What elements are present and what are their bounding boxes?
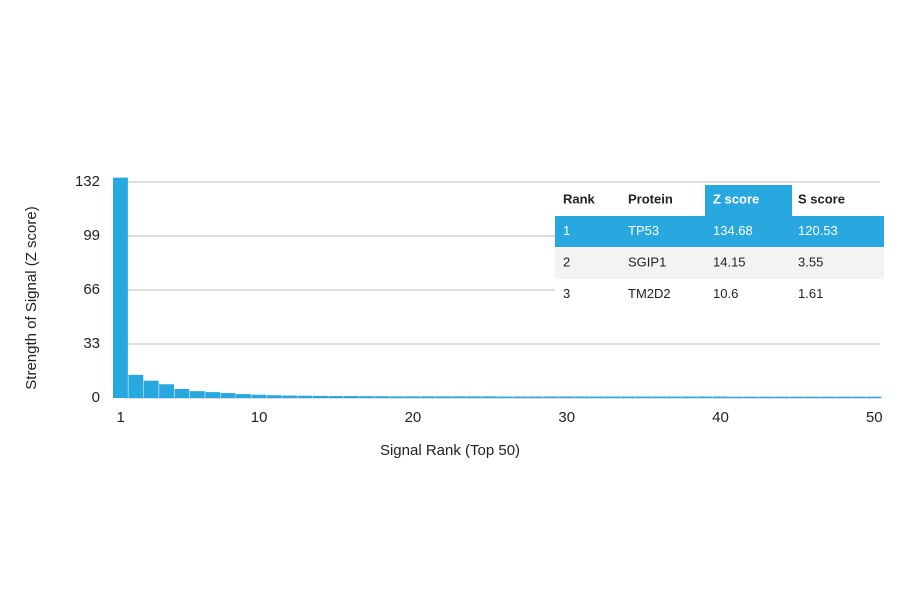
bar bbox=[774, 396, 790, 398]
table-header: Z score bbox=[713, 191, 759, 206]
x-axis-label: Signal Rank (Top 50) bbox=[380, 442, 520, 459]
bar bbox=[420, 396, 436, 398]
bar bbox=[805, 396, 820, 398]
bar bbox=[312, 395, 328, 398]
bar bbox=[251, 394, 267, 398]
bar bbox=[528, 396, 544, 398]
bar bbox=[374, 396, 390, 398]
table-cell: 14.15 bbox=[713, 254, 746, 269]
y-tick-label: 132 bbox=[75, 173, 100, 190]
table-cell: 1 bbox=[563, 223, 570, 238]
bar bbox=[789, 396, 805, 398]
table-row bbox=[555, 279, 884, 310]
table-cell: TM2D2 bbox=[628, 286, 671, 301]
bar bbox=[405, 396, 421, 398]
table-header: Rank bbox=[563, 191, 596, 206]
bar bbox=[682, 396, 697, 398]
table-cell: 120.53 bbox=[798, 223, 838, 238]
table-cell: 2 bbox=[563, 254, 570, 269]
bar bbox=[866, 396, 882, 398]
bar bbox=[282, 395, 298, 398]
x-tick-label: 30 bbox=[558, 409, 575, 426]
bar bbox=[159, 384, 175, 398]
y-tick-label: 33 bbox=[83, 335, 100, 352]
bar bbox=[512, 396, 528, 398]
x-tick-label: 10 bbox=[251, 409, 268, 426]
bar bbox=[620, 396, 636, 398]
y-axis-label: Strength of Signal (Z score) bbox=[23, 206, 40, 389]
bar bbox=[174, 389, 190, 398]
bar bbox=[343, 396, 359, 398]
bar bbox=[728, 396, 744, 398]
bar bbox=[297, 395, 313, 398]
table-row bbox=[555, 247, 884, 279]
table-cell: 3 bbox=[563, 286, 570, 301]
x-tick-label: 50 bbox=[866, 409, 883, 426]
bar bbox=[497, 396, 513, 398]
bar bbox=[666, 396, 682, 398]
bar bbox=[435, 396, 451, 398]
table-cell: 134.68 bbox=[713, 223, 753, 238]
x-tick-label: 20 bbox=[405, 409, 422, 426]
bar bbox=[835, 396, 851, 398]
table-header: S score bbox=[798, 191, 845, 206]
bar bbox=[143, 380, 159, 398]
bar bbox=[605, 396, 621, 398]
bar bbox=[482, 396, 497, 398]
bar bbox=[559, 396, 574, 398]
bar bbox=[359, 396, 374, 398]
bar bbox=[574, 396, 590, 398]
bar bbox=[758, 396, 774, 398]
bar bbox=[697, 396, 713, 398]
bar bbox=[635, 396, 651, 398]
table-cell: SGIP1 bbox=[628, 254, 666, 269]
bar bbox=[851, 396, 867, 398]
bar bbox=[128, 374, 144, 398]
y-tick-label: 0 bbox=[92, 389, 100, 406]
bar bbox=[466, 396, 482, 398]
bar bbox=[113, 177, 128, 398]
bar bbox=[743, 396, 759, 398]
table-cell: TP53 bbox=[628, 223, 659, 238]
bar bbox=[266, 395, 282, 398]
table-cell: 3.55 bbox=[798, 254, 823, 269]
bar bbox=[651, 396, 667, 398]
bar bbox=[205, 392, 221, 398]
y-tick-label: 66 bbox=[83, 281, 100, 298]
bar bbox=[189, 391, 205, 398]
header-highlight bbox=[705, 185, 792, 216]
bar bbox=[820, 396, 836, 398]
table-row bbox=[555, 216, 884, 247]
bar bbox=[712, 396, 728, 398]
table-cell: 10.6 bbox=[713, 286, 738, 301]
bar bbox=[328, 396, 344, 398]
bar bbox=[389, 396, 405, 398]
bar bbox=[589, 396, 605, 398]
bar bbox=[451, 396, 467, 398]
bar bbox=[220, 393, 236, 398]
x-tick-label: 40 bbox=[712, 409, 729, 426]
table-cell: 1.61 bbox=[798, 286, 823, 301]
bar bbox=[236, 394, 251, 398]
x-tick-label: 1 bbox=[117, 409, 125, 426]
y-tick-label: 99 bbox=[83, 227, 100, 244]
table-header: Protein bbox=[628, 191, 673, 206]
bar bbox=[543, 396, 559, 398]
